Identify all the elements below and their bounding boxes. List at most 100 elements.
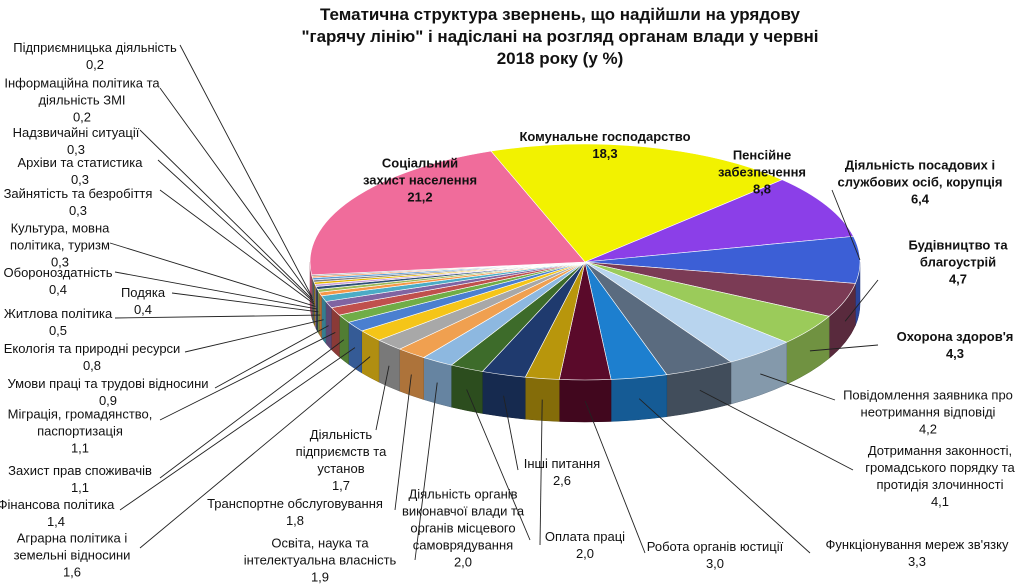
category-label: Будівництво та благоустрій bbox=[908, 237, 1008, 270]
slice-side bbox=[451, 364, 483, 414]
slice-label: Охорона здоров'я 4,3 bbox=[880, 328, 1024, 362]
value-label: 4,2 bbox=[918, 421, 938, 437]
leader-line bbox=[179, 44, 313, 297]
value-label: 0,2 bbox=[72, 109, 92, 125]
value-label: 1,7 bbox=[331, 478, 351, 493]
category-label: Фінансова політика bbox=[0, 497, 115, 512]
slice-label: Повідомлення заявника про неотримання ві… bbox=[833, 387, 1023, 438]
slice-side bbox=[559, 379, 612, 423]
category-label: Екологія та природні ресурси bbox=[3, 341, 181, 356]
leader-line bbox=[114, 271, 317, 310]
value-label: 2,0 bbox=[453, 554, 473, 570]
leader-line bbox=[114, 314, 321, 319]
slice bbox=[309, 150, 586, 276]
slice-side bbox=[423, 357, 452, 408]
value-label: 1,6 bbox=[62, 564, 82, 580]
value-label: 0,8 bbox=[82, 358, 102, 373]
leader-line bbox=[760, 373, 836, 401]
category-label: Аграрна політика і земельні відносини bbox=[13, 530, 131, 563]
value-label: 4,3 bbox=[945, 346, 965, 361]
value-label: 21,2 bbox=[407, 189, 433, 205]
value-label: 1,1 bbox=[70, 480, 90, 495]
value-label: 3,0 bbox=[705, 556, 725, 571]
value-label: 8,8 bbox=[752, 181, 772, 197]
leader-line bbox=[375, 365, 390, 431]
leader-line bbox=[699, 389, 854, 471]
slice-label: Архіви та статистика 0,3 bbox=[0, 154, 160, 188]
slice-label: Транспортне обслуговування 1,8 bbox=[195, 495, 395, 529]
leader-line bbox=[159, 189, 315, 305]
category-label: Соціальний захист населення bbox=[362, 155, 478, 188]
value-label: 3,3 bbox=[907, 554, 927, 569]
slice-label: Функціонування мереж зв'язку 3,3 bbox=[817, 536, 1017, 570]
slice-label: Комунальне господарство 18,3 bbox=[510, 128, 700, 162]
leader-line bbox=[638, 398, 811, 554]
leader-line bbox=[109, 242, 316, 307]
category-label: Діяльність підприємств та установ bbox=[295, 427, 387, 476]
category-label: Житлова політика bbox=[3, 306, 113, 321]
leader-line bbox=[844, 279, 879, 322]
slice-label: Дотримання законності, громадського поря… bbox=[855, 442, 1024, 510]
slice bbox=[584, 179, 854, 263]
value-label: 1,4 bbox=[46, 514, 66, 529]
leader-line bbox=[119, 347, 356, 511]
value-label: 1,1 bbox=[70, 440, 90, 456]
slice-label: Освіта, наука та інтелектуальна власніст… bbox=[225, 535, 415, 586]
value-label: 0,5 bbox=[48, 323, 68, 338]
slice-label: Умови праці та трудові відносини 0,9 bbox=[1, 375, 216, 409]
category-label: Комунальне господарство bbox=[519, 129, 691, 144]
value-label: 0,3 bbox=[50, 254, 70, 270]
slice-side bbox=[331, 307, 340, 358]
value-label: 18,3 bbox=[592, 146, 618, 161]
category-label: Культура, мовна політика, туризм bbox=[10, 220, 110, 253]
category-label: Захист прав споживачів bbox=[8, 463, 152, 478]
category-label: Охорона здоров'я bbox=[896, 329, 1014, 344]
value-label: 0,2 bbox=[85, 57, 105, 72]
slice-label: Підприємницька діяльність 0,2 bbox=[0, 39, 190, 73]
slice-label: Діяльність посадових і службових осіб, к… bbox=[830, 157, 1010, 208]
category-label: Освіта, наука та інтелектуальна власніст… bbox=[243, 535, 397, 568]
slice-label: Зайнятість та безробіття 0,3 bbox=[0, 185, 158, 219]
value-label: 0,4 bbox=[133, 302, 153, 317]
slice-label: Екологія та природні ресурси 0,8 bbox=[2, 340, 182, 374]
value-label: 0,3 bbox=[70, 172, 90, 187]
leader-line bbox=[171, 292, 319, 313]
leader-line bbox=[184, 319, 324, 353]
value-label: 0,9 bbox=[98, 393, 118, 408]
slice-side bbox=[610, 374, 668, 422]
slice-label: Захист прав споживачів 1,1 bbox=[0, 462, 160, 496]
category-label: Підприємницька діяльність bbox=[13, 40, 177, 55]
leader-line bbox=[157, 159, 314, 303]
value-label: 0,3 bbox=[66, 142, 86, 157]
slice-side bbox=[339, 314, 349, 365]
category-label: Інформаційна політика та діяльність ЗМІ bbox=[4, 75, 160, 108]
leader-line bbox=[831, 189, 861, 261]
category-label: Міграція, громадянство, паспортизація bbox=[7, 406, 153, 439]
slice-label: Надзвичайні ситуації 0,3 bbox=[1, 124, 151, 158]
slice-label: Обороноздатність 0,4 bbox=[0, 264, 118, 298]
category-label: Робота органів юстиції bbox=[646, 539, 784, 554]
category-label: Архіви та статистика bbox=[17, 155, 143, 170]
category-label: Транспортне обслуговування bbox=[207, 496, 383, 511]
value-label: 1,8 bbox=[285, 513, 305, 528]
category-label: Дотримання законності, громадського поря… bbox=[865, 443, 1015, 492]
leader-line bbox=[159, 332, 336, 421]
leader-line bbox=[503, 395, 519, 471]
category-label: Діяльність посадових і службових осіб, к… bbox=[837, 157, 1003, 190]
slice-label: Будівництво та благоустрій 4,7 bbox=[893, 237, 1023, 288]
slice-label: Інформаційна політика та діяльність ЗМІ 0… bbox=[0, 75, 165, 126]
category-label: Надзвичайні ситуації bbox=[12, 125, 140, 140]
category-label: Діяльність органів виконавчої влади та о… bbox=[401, 486, 525, 553]
slice-label: Інші питання 2,6 bbox=[512, 455, 612, 489]
slice-label: Подяка 0,4 bbox=[108, 284, 178, 318]
category-label: Оплата праці bbox=[544, 529, 626, 544]
category-label: Подяка bbox=[120, 285, 166, 300]
leader-line bbox=[466, 389, 531, 541]
slice-label: Міграція, громадянство, паспортизація 1,1 bbox=[0, 406, 160, 457]
slice-side bbox=[325, 300, 332, 351]
value-label: 4,1 bbox=[930, 494, 950, 509]
slice-label: Діяльність підприємств та установ 1,7 bbox=[286, 426, 396, 494]
slice-label: Робота органів юстиції 3,0 bbox=[630, 538, 800, 572]
